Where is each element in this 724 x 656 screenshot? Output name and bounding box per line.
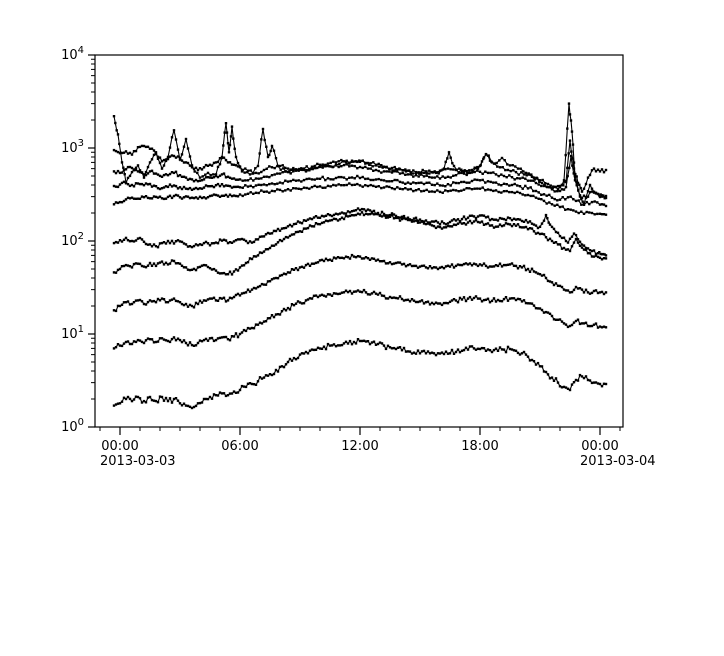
series-line-7 [112, 211, 608, 276]
x-tick-label: 00:00 [101, 439, 138, 454]
series-line-9 [112, 288, 608, 350]
y-tick-label: 102 [61, 231, 84, 249]
x-tick-label: 00:00 [581, 439, 618, 454]
series-line-8 [112, 253, 608, 313]
series-line-4 [112, 174, 608, 208]
series-line-5 [112, 182, 608, 216]
y-tick-label: 104 [61, 45, 84, 63]
series-line-6 [112, 207, 608, 257]
series-line-10 [112, 338, 608, 410]
y-axis: 100 101 102 103 104 [61, 45, 95, 435]
y-tick-label: 100 [61, 417, 84, 435]
y-tick-label: 101 [61, 324, 84, 342]
x-tick-label: 12:00 [341, 439, 378, 454]
y-tick-label: 103 [61, 138, 84, 156]
x-tick-label: 06:00 [221, 439, 258, 454]
x-date-label: 2013-03-04 [580, 454, 656, 469]
x-tick-label: 18:00 [461, 439, 498, 454]
series-line-3 [112, 154, 608, 200]
series-line-2 [112, 139, 608, 193]
x-date-label: 2013-03-03 [100, 454, 176, 469]
